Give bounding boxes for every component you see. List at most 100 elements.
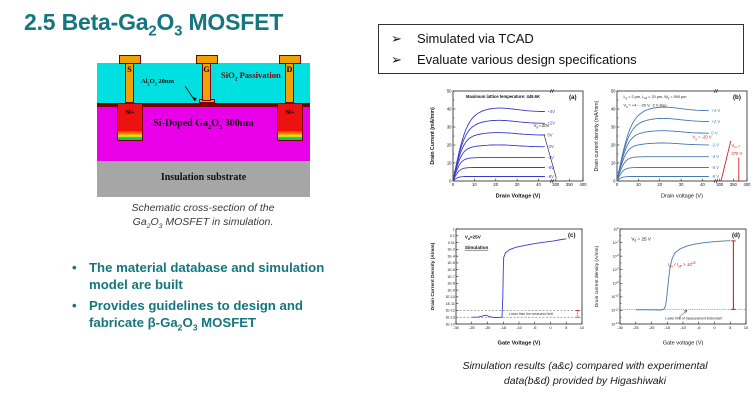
svg-text:-6V: -6V [547, 165, 554, 170]
svg-text:10: 10 [472, 182, 477, 187]
svg-text:0.1: 0.1 [450, 234, 455, 238]
svg-text:30: 30 [679, 182, 684, 187]
figure-caption: Simulation results (a&c) compared with e… [462, 360, 708, 387]
slide-title: 2.5 Beta-Ga2O3 MOSFET [24, 9, 284, 40]
svg-text:1E-10: 1E-10 [445, 295, 454, 299]
arrow-bullet-glyph: ➢ [391, 52, 402, 68]
si-plus-label: Si+ [285, 109, 295, 116]
tcad-item-text: Evaluate various design specifications [417, 52, 637, 68]
chart-c-canvas: 1 0.1 0.01 1E-3 1E-4 1E-5 1E-6 1E-7 1E-8 1E-9 1E-1… [430, 227, 585, 347]
svg-text:0: 0 [452, 182, 455, 187]
svg-text:(a): (a) [569, 94, 577, 101]
svg-text:0.01: 0.01 [448, 241, 455, 245]
bullet-glyph: • [72, 260, 77, 275]
bullet-item: • Provides guidelines to design and fabr… [72, 297, 360, 334]
svg-text:10: 10 [447, 161, 452, 166]
svg-text:10-8: 10-8 [613, 281, 620, 285]
svg-text:Gate Voltage (V): Gate Voltage (V) [498, 341, 541, 347]
svg-text:-5: -5 [533, 325, 537, 330]
svg-text:1E-14: 1E-14 [445, 322, 454, 326]
svg-text:(b): (b) [733, 94, 741, 101]
key-points: • The material database and simulation m… [72, 259, 360, 337]
svg-text:Vd=25V: Vd=25V [465, 235, 482, 241]
svg-text:Simulation: Simulation [465, 245, 489, 250]
svg-text:300: 300 [552, 182, 560, 187]
svg-text:Vd = 25 V: Vd = 25 V [631, 236, 652, 242]
chart-transfer-simulation: 1 0.1 0.01 1E-3 1E-4 1E-5 1E-6 1E-7 1E-8 1E-9 1E-1… [427, 221, 590, 361]
svg-text:40: 40 [700, 182, 705, 187]
passivation-label: SiO2 Passivation [221, 70, 281, 83]
svg-text:-5: -5 [697, 325, 701, 330]
svg-text:Drain current density (A/mm): Drain current density (A/mm) [594, 245, 600, 307]
substrate-label: Insulation substrate [160, 172, 247, 183]
svg-text:1E-9: 1E-9 [447, 288, 454, 292]
svg-text:30: 30 [447, 125, 452, 130]
svg-text:20: 20 [657, 182, 662, 187]
svg-text:40: 40 [611, 107, 616, 112]
svg-text:-25: -25 [633, 325, 640, 330]
svg-text:350: 350 [730, 182, 738, 187]
gate-electrode-cap [196, 55, 218, 64]
svg-text:100: 100 [613, 227, 619, 231]
source-si-plus-region: Si+ [117, 103, 143, 141]
svg-text:-15: -15 [500, 325, 507, 330]
svg-text:-2 V: -2 V [711, 142, 719, 147]
tcad-item: ➢ Simulated via TCAD [391, 28, 731, 49]
schematic-caption: Schematic cross-section of the Ga2O3 MOSF… [131, 202, 275, 231]
svg-text:0V: 0V [547, 132, 552, 137]
gate-oxide-layer [97, 103, 310, 107]
svg-text:Drain Current (mA/mm): Drain Current (mA/mm) [430, 107, 436, 165]
svg-text:+2V: +2V [547, 121, 555, 126]
bullet-item: • The material database and simulation m… [72, 259, 360, 294]
svg-text:1E-7: 1E-7 [447, 275, 454, 279]
svg-text:Gate voltage (V): Gate voltage (V) [663, 341, 704, 347]
tcad-box: ➢ Simulated via TCAD ➢ Evaluate various … [378, 24, 744, 75]
svg-text:20: 20 [611, 143, 616, 148]
svg-text:400: 400 [580, 182, 588, 187]
svg-text:5: 5 [565, 325, 568, 330]
svg-text:Drain Current Density (A/mm): Drain Current Density (A/mm) [430, 242, 436, 310]
tcad-item: ➢ Evaluate various design specifications [391, 49, 731, 70]
svg-text:400: 400 [744, 182, 752, 187]
svg-text:Drain voltage (V): Drain voltage (V) [661, 194, 703, 200]
svg-text:-20: -20 [649, 325, 656, 330]
svg-text:10-6: 10-6 [613, 268, 620, 272]
drain-electrode-cap [279, 55, 301, 64]
svg-text:Maximum lattice temperature: 4: Maximum lattice temperature: 449.6K [466, 94, 540, 99]
svg-text:5: 5 [729, 325, 732, 330]
svg-text:10-2: 10-2 [613, 240, 620, 244]
svg-text:-15: -15 [664, 325, 671, 330]
source-electrode-cap [119, 55, 141, 64]
svg-text:-4 V: -4 V [711, 154, 719, 159]
svg-text:+2 V: +2 V [711, 119, 720, 124]
svg-text:1E-13: 1E-13 [445, 316, 454, 320]
svg-text:+4 V: +4 V [711, 108, 720, 113]
svg-text:1E-8: 1E-8 [447, 282, 454, 286]
svg-text:30: 30 [515, 182, 520, 187]
channel-label: Si-Doped Ga2O3 300nm [153, 118, 254, 131]
svg-text:1E-11: 1E-11 [446, 302, 455, 306]
svg-text:-2V: -2V [547, 144, 554, 149]
svg-text:0: 0 [613, 179, 616, 184]
svg-text:Ion / Ioff > 1010: Ion / Ioff > 1010 [668, 261, 696, 268]
svg-text:+4V: +4V [547, 109, 555, 114]
svg-text:20: 20 [493, 182, 498, 187]
svg-text:30: 30 [611, 125, 616, 130]
svg-text:20: 20 [447, 143, 452, 148]
svg-text:(d): (d) [732, 232, 740, 239]
svg-text:0: 0 [449, 179, 452, 184]
svg-text:50: 50 [611, 89, 616, 94]
bullet-glyph: • [72, 297, 77, 313]
svg-text:10-14: 10-14 [611, 322, 619, 326]
chart-output-simulation: 0 10 20 30 40 50 0 10 20 30 40 300 350 400 +4V +2V 0V -2V… [427, 85, 590, 218]
gate-oxide-label: Al2O3 20nm [141, 78, 174, 87]
chart-transfer-experimental: 100 10-2 10-4 10-6 10-8 10-10 10-12 10-14 -30 -25… [591, 221, 754, 361]
svg-text:10-10: 10-10 [611, 295, 619, 299]
svg-text:1: 1 [453, 227, 455, 231]
arrow-bullet-glyph: ➢ [391, 31, 402, 46]
svg-text:0 V: 0 V [711, 131, 717, 136]
svg-text:Vg = +4 ~ -20 V, -2 V step: Vg = +4 ~ -20 V, -2 V step [624, 103, 667, 108]
svg-text:10: 10 [580, 325, 585, 330]
